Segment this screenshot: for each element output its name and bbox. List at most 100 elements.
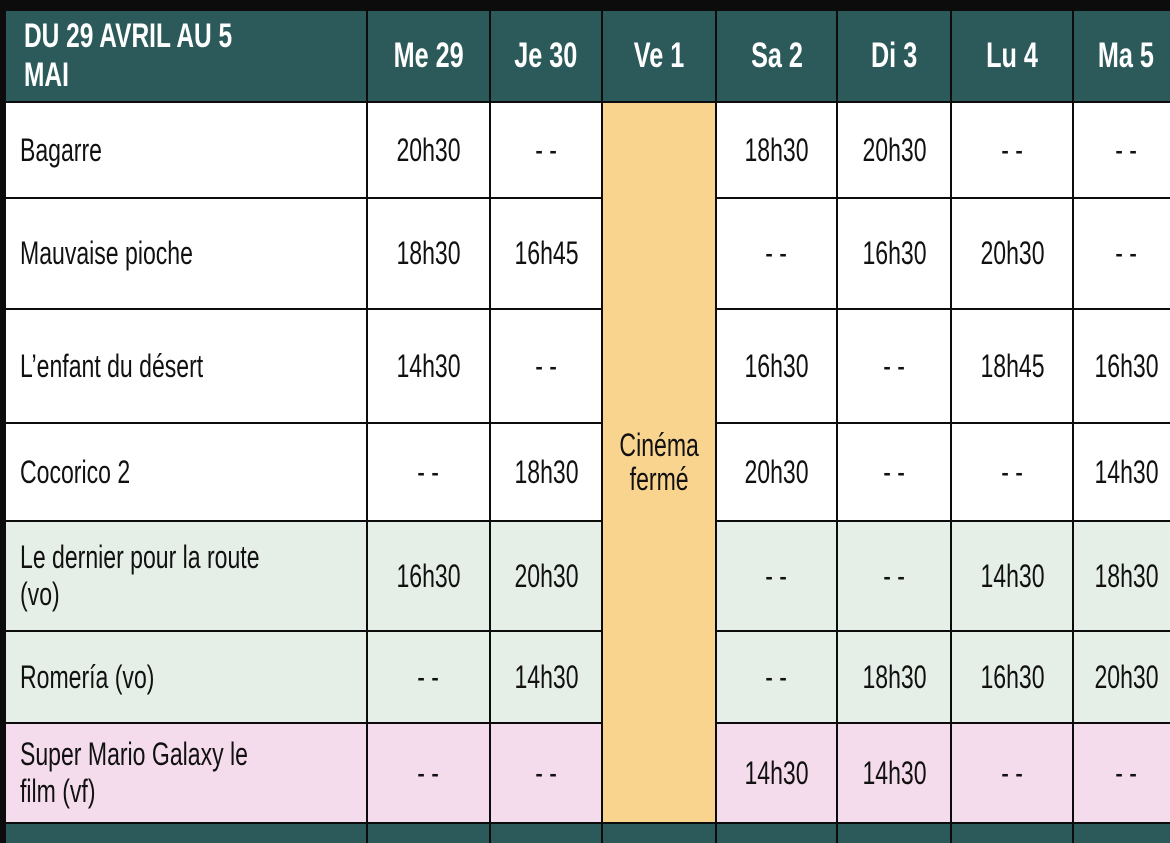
showtime: 20h30	[861, 131, 927, 168]
header-title-cell: DU 29 AVRIL AU 5 MAI	[6, 11, 366, 101]
film-title: Super Mario Galaxy le film (vf)	[20, 736, 248, 809]
showtime: 18h30	[1093, 557, 1159, 594]
showtime-cell: - -	[491, 103, 601, 197]
day-label: Ve 1	[633, 36, 685, 75]
film-title-cell: Romería (vo)	[6, 632, 366, 722]
showtime-cell: 14h30	[838, 724, 950, 822]
showtime-cell: - -	[838, 424, 950, 520]
showtime: 18h30	[744, 131, 809, 168]
showtime-cell: 16h30	[838, 199, 950, 308]
header-day-mon: Lu 4	[952, 11, 1072, 101]
film-title-cell: Mauvaise pioche	[6, 199, 366, 308]
day-label: Sa 2	[750, 36, 803, 75]
showtime: - -	[883, 453, 905, 490]
showtime: 20h30	[744, 453, 809, 490]
film-title-cell: Cocorico 2	[6, 424, 366, 520]
showtime-cell: 16h30	[368, 522, 489, 630]
film-title-cell: L’enfant du désert	[6, 310, 366, 422]
day-label: Ma 5	[1097, 36, 1155, 75]
showtime-cell: 18h30	[838, 632, 950, 722]
showtime: - -	[1115, 131, 1137, 168]
showtime-cell: 20h30	[1074, 632, 1170, 722]
film-title: Bagarre	[20, 131, 102, 168]
day-label: Lu 4	[986, 36, 1038, 75]
day-label: Me 29	[393, 36, 464, 75]
showtime: 18h30	[861, 658, 927, 695]
showtime-cell: 18h30	[717, 103, 836, 197]
day-label: Di 3	[870, 36, 918, 75]
day-label: Je 30	[514, 36, 578, 75]
showtime: - -	[535, 131, 557, 168]
showtime-cell: - -	[368, 424, 489, 520]
film-title: Romería (vo)	[20, 658, 155, 695]
showtime: 16h30	[861, 235, 927, 271]
film-title: Mauvaise pioche	[20, 235, 193, 271]
film-title: Le dernier pour la route (vo)	[20, 539, 260, 612]
header-day-tue: Ma 5	[1074, 11, 1170, 101]
showtime: - -	[1001, 754, 1023, 791]
showtime: - -	[883, 557, 905, 594]
showtime-cell: 20h30	[491, 522, 601, 630]
header-day-thu: Je 30	[491, 11, 601, 101]
showtime-cell: 16h30	[1074, 310, 1170, 422]
header-day-fri: Ve 1	[603, 11, 715, 101]
showtime: - -	[417, 658, 440, 695]
showtime-cell: 14h30	[717, 724, 836, 822]
showtime: 16h45	[513, 235, 579, 271]
showtime: 16h30	[744, 347, 809, 384]
showtime: - -	[765, 658, 788, 695]
showtime: - -	[765, 557, 788, 594]
showtime: - -	[1115, 235, 1137, 271]
showtime: 14h30	[979, 557, 1045, 594]
showtime-cell: 14h30	[368, 310, 489, 422]
showtime: - -	[417, 754, 440, 791]
showtime-cell: 18h30	[491, 424, 601, 520]
showtime-cell: - -	[368, 632, 489, 722]
showtime: 14h30	[744, 754, 809, 791]
showtime: 16h30	[396, 557, 461, 594]
showtime: - -	[1115, 754, 1137, 791]
showtime: 18h45	[979, 347, 1045, 384]
showtime-cell: 20h30	[717, 424, 836, 520]
showtime-cell: - -	[717, 632, 836, 722]
showtime-cell: 18h30	[368, 199, 489, 308]
showtime-cell: - -	[717, 522, 836, 630]
showtime: 14h30	[861, 754, 927, 791]
showtime: - -	[1001, 131, 1023, 168]
showtime: 20h30	[513, 557, 579, 594]
showtime-cell: - -	[952, 103, 1072, 197]
showtime-cell: - -	[491, 310, 601, 422]
header-day-sun: Di 3	[838, 11, 950, 101]
film-title: L’enfant du désert	[20, 347, 204, 384]
showtime: 14h30	[1093, 453, 1159, 490]
showtime: - -	[535, 347, 557, 384]
schedule-table: DU 29 AVRIL AU 5 MAI Me 29 Je 30 Ve 1 Sa…	[6, 11, 1170, 843]
showtime-cell: - -	[838, 310, 950, 422]
showtime: 14h30	[513, 658, 579, 695]
showtime-cell: - -	[368, 724, 489, 822]
showtime: 16h30	[979, 658, 1045, 695]
showtime-cell: 20h30	[838, 103, 950, 197]
cinema-closed-cell: Cinéma fermé	[603, 103, 715, 822]
film-title-cell: Super Mario Galaxy le film (vf)	[6, 724, 366, 822]
closed-line-2: fermé	[629, 460, 689, 497]
film-title-cell: Le dernier pour la route (vo)	[6, 522, 366, 630]
film-title: Cocorico 2	[20, 453, 131, 490]
showtime-cell: 20h30	[952, 199, 1072, 308]
showtime-cell: - -	[838, 522, 950, 630]
showtime-cell: - -	[1074, 724, 1170, 822]
showtime-cell: 16h30	[717, 310, 836, 422]
showtime-cell: 14h30	[491, 632, 601, 722]
showtime: - -	[1001, 453, 1023, 490]
showtime-cell: 16h45	[491, 199, 601, 308]
showtime-cell: - -	[952, 424, 1072, 520]
closed-line-1: Cinéma	[619, 426, 699, 463]
showtime: 18h30	[396, 235, 461, 271]
showtime: 14h30	[396, 347, 461, 384]
showtime-cell: - -	[491, 724, 601, 822]
film-title-cell: Bagarre	[6, 103, 366, 197]
showtime: - -	[417, 453, 440, 490]
header-day-sat: Sa 2	[717, 11, 836, 101]
showtime-cell: - -	[1074, 199, 1170, 308]
showtime-cell: - -	[952, 724, 1072, 822]
